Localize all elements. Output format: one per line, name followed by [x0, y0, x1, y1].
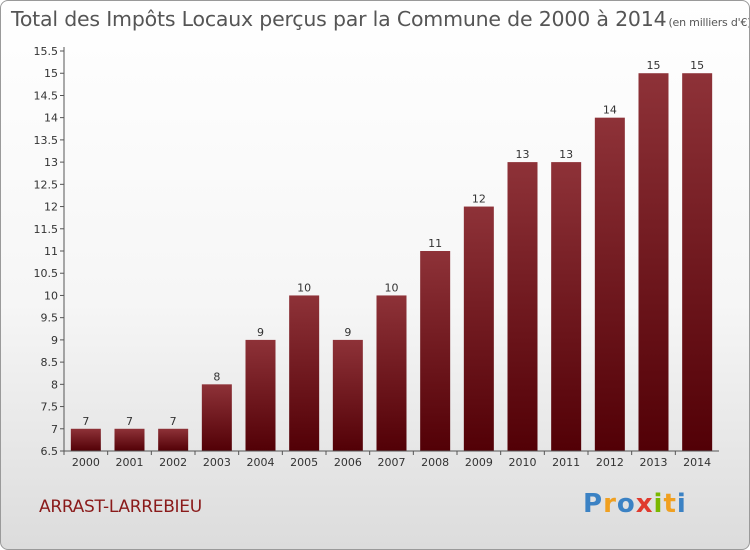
logo-letter: o [616, 489, 636, 519]
x-tick-label: 2012 [596, 456, 624, 469]
bar [682, 73, 713, 451]
y-tick-label: 14.5 [34, 89, 59, 102]
x-tick-label: 2011 [552, 456, 580, 469]
x-tick-label: 2009 [465, 456, 493, 469]
data-label: 15 [647, 59, 661, 72]
logo-letter: r [603, 489, 617, 519]
y-tick-label: 10.5 [34, 267, 59, 280]
data-label: 7 [126, 415, 133, 428]
bar [114, 428, 145, 451]
logo-letter: P [583, 489, 604, 519]
bar [551, 162, 582, 451]
logo-letter: t [663, 489, 677, 519]
x-tick-label: 2003 [203, 456, 231, 469]
bar [376, 295, 407, 451]
bar [201, 384, 232, 451]
data-label: 12 [472, 193, 486, 206]
x-tick-label: 2013 [640, 456, 668, 469]
commune-name: ARRAST-LARREBIEU [39, 497, 202, 517]
y-tick-label: 13 [44, 156, 58, 169]
logo-letter: i [653, 489, 664, 519]
y-tick-label: 8 [51, 378, 58, 391]
x-tick-label: 2004 [247, 456, 275, 469]
data-label: 10 [297, 281, 311, 294]
bars: 7 7 7 8 9 10 9 10 11 12 13 13 14 15 15 [70, 59, 713, 452]
y-tick-label: 8.5 [41, 356, 59, 369]
bar [638, 73, 669, 451]
y-tick-label: 15.5 [34, 45, 59, 58]
x-tick-label: 2002 [159, 456, 187, 469]
y-tick-label: 12 [44, 201, 58, 214]
data-label: 7 [82, 415, 89, 428]
bar [420, 251, 451, 451]
y-tick-label: 6.5 [41, 445, 59, 458]
bar [289, 295, 320, 451]
data-label: 11 [428, 237, 442, 250]
y-tick-label: 7.5 [41, 401, 59, 414]
data-label: 7 [170, 415, 177, 428]
logo-letter: x [635, 489, 654, 519]
data-label: 10 [385, 281, 399, 294]
bar [158, 428, 189, 451]
y-tick-label: 15 [44, 67, 58, 80]
data-label: 8 [213, 370, 220, 383]
data-label: 9 [257, 326, 264, 339]
axes: 6.5 7 7.5 8 8.5 9 9.5 10 10.5 11 11.5 12 12.5 13 13.5 1… [34, 45, 719, 469]
y-tick-label: 11 [44, 245, 58, 258]
x-tick-label: 2014 [683, 456, 711, 469]
data-label: 13 [559, 148, 573, 161]
chart-title: Total des Impôts Locaux perçus par la Co… [11, 7, 750, 31]
data-label: 9 [344, 326, 351, 339]
bar [594, 117, 625, 452]
y-tick-label: 11.5 [34, 223, 59, 236]
y-tick-label: 14 [44, 112, 58, 125]
bar [507, 162, 538, 451]
x-tick-label: 2008 [421, 456, 449, 469]
y-tick-label: 13.5 [34, 134, 59, 147]
x-tick-label: 2006 [334, 456, 362, 469]
x-tick-label: 2001 [116, 456, 144, 469]
x-tick-label: 2005 [290, 456, 318, 469]
bar [70, 428, 101, 451]
y-tick-label: 10 [44, 289, 58, 302]
data-label: 13 [516, 148, 530, 161]
unit-label: (en milliers d'€) [668, 16, 750, 29]
proxiti-logo[interactable]: Proxiti [583, 489, 687, 519]
y-tick-label: 12.5 [34, 178, 59, 191]
x-tick-label: 2007 [378, 456, 406, 469]
y-tick-label: 7 [51, 423, 58, 436]
y-tick-label: 9.5 [41, 312, 59, 325]
bar [245, 339, 276, 451]
bar [332, 339, 363, 451]
x-tick-label: 2000 [72, 456, 100, 469]
logo-letter: i [676, 489, 687, 519]
data-label: 15 [690, 59, 704, 72]
y-tick-label: 9 [51, 334, 58, 347]
bar [463, 206, 494, 451]
x-tick-label: 2010 [509, 456, 537, 469]
data-label: 14 [603, 104, 617, 117]
